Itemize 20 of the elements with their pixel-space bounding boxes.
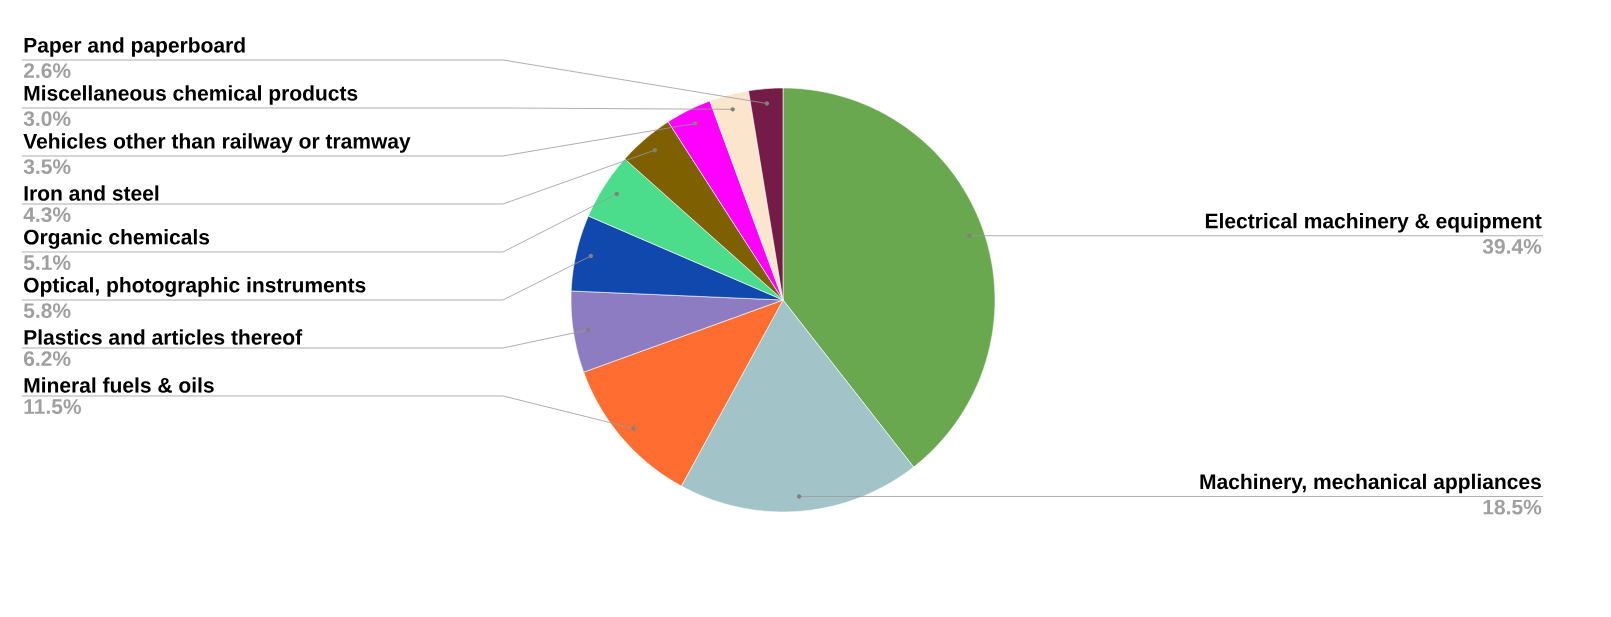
data-label: 39.4%	[1482, 238, 1542, 254]
data-label: 4.3%	[23, 207, 71, 223]
data-label: 2.6%	[23, 63, 71, 79]
data-label: 6.2%	[23, 351, 71, 367]
slice-label: Optical, photographic instruments	[24, 277, 366, 297]
slice-label: Miscellaneous chemical products	[24, 85, 358, 105]
slice-label: Electrical machinery & equipment	[1205, 212, 1542, 233]
slice-label: Machinery, mechanical appliances	[1200, 473, 1541, 494]
slice-label: Paper and paperboard	[24, 37, 245, 57]
slice-label: Vehicles other than railway or tramway	[23, 133, 411, 153]
data-label: 11.5%	[24, 399, 82, 414]
slice-label: Iron and steel	[24, 185, 159, 201]
data-label: 3.5%	[23, 159, 71, 175]
data-label: 18.5%	[1483, 499, 1542, 515]
data-label: 5.1%	[23, 255, 71, 270]
data-label: 3.0%	[23, 111, 71, 127]
slice-label: Mineral fuels & oils	[24, 377, 214, 393]
data-label: 5.8%	[23, 303, 71, 319]
slice-label: Plastics and articles thereof	[24, 329, 303, 345]
slice-label: Organic chemicals	[24, 229, 210, 249]
